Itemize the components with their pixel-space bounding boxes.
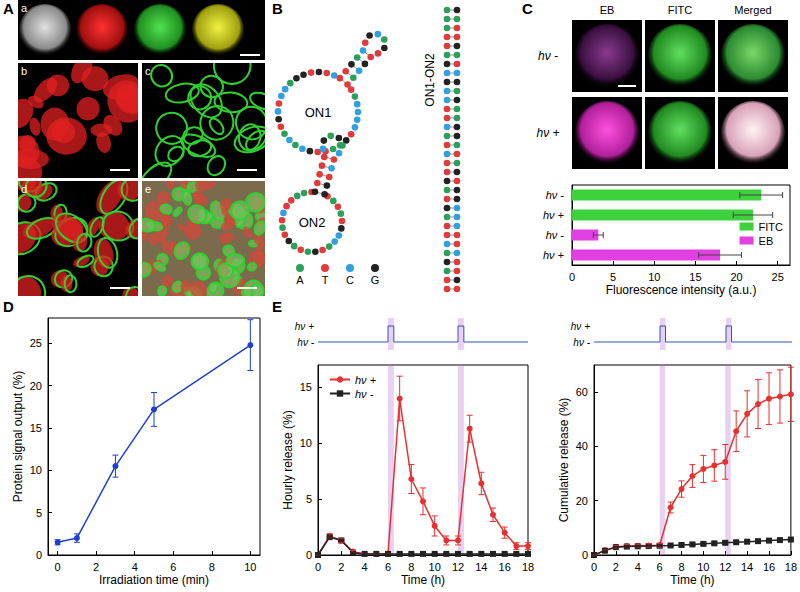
svg-text:18: 18 bbox=[522, 561, 534, 573]
svg-text:FITC: FITC bbox=[668, 4, 692, 16]
svg-text:Time (h): Time (h) bbox=[401, 573, 445, 587]
svg-text:6: 6 bbox=[170, 561, 176, 573]
svg-text:10: 10 bbox=[244, 561, 256, 573]
svg-text:12: 12 bbox=[719, 561, 731, 573]
svg-text:hν -: hν - bbox=[546, 229, 565, 241]
svg-text:Time (h): Time (h) bbox=[670, 573, 714, 587]
svg-text:FITC: FITC bbox=[759, 221, 783, 233]
svg-text:hν +: hν + bbox=[543, 209, 565, 221]
svg-text:Merged: Merged bbox=[734, 4, 771, 16]
svg-text:A: A bbox=[296, 274, 304, 286]
svg-text:ON1-ON2: ON1-ON2 bbox=[423, 53, 437, 107]
svg-text:2: 2 bbox=[93, 561, 99, 573]
svg-text:a: a bbox=[21, 2, 28, 14]
svg-text:6: 6 bbox=[385, 561, 391, 573]
svg-text:5: 5 bbox=[306, 493, 312, 505]
svg-text:C: C bbox=[522, 0, 533, 17]
svg-text:16: 16 bbox=[499, 561, 511, 573]
svg-text:18: 18 bbox=[785, 561, 797, 573]
svg-text:16: 16 bbox=[763, 561, 775, 573]
svg-text:2: 2 bbox=[613, 561, 619, 573]
svg-text:20: 20 bbox=[30, 380, 42, 392]
svg-text:15: 15 bbox=[689, 271, 701, 283]
svg-text:d: d bbox=[21, 183, 27, 195]
svg-text:4: 4 bbox=[635, 561, 641, 573]
svg-text:B: B bbox=[272, 0, 283, 17]
svg-text:EB: EB bbox=[600, 4, 615, 16]
svg-text:14: 14 bbox=[741, 561, 753, 573]
svg-text:10: 10 bbox=[697, 561, 709, 573]
svg-text:8: 8 bbox=[209, 561, 215, 573]
svg-text:12: 12 bbox=[452, 561, 464, 573]
svg-text:hν -: hν - bbox=[297, 337, 314, 348]
svg-text:15: 15 bbox=[300, 381, 312, 393]
svg-text:25: 25 bbox=[772, 271, 784, 283]
svg-text:15: 15 bbox=[30, 422, 42, 434]
svg-text:e: e bbox=[145, 183, 151, 195]
svg-text:5: 5 bbox=[36, 507, 42, 519]
svg-text:8: 8 bbox=[408, 561, 414, 573]
svg-text:6: 6 bbox=[657, 561, 663, 573]
svg-text:c: c bbox=[145, 65, 151, 77]
svg-text:0: 0 bbox=[569, 271, 575, 283]
svg-text:20: 20 bbox=[730, 271, 742, 283]
svg-text:10: 10 bbox=[30, 464, 42, 476]
svg-text:0: 0 bbox=[582, 549, 588, 561]
svg-text:EB: EB bbox=[759, 235, 774, 247]
svg-text:T: T bbox=[322, 274, 329, 286]
svg-text:hν -: hν - bbox=[538, 49, 558, 63]
svg-text:4: 4 bbox=[362, 561, 368, 573]
svg-text:0: 0 bbox=[306, 549, 312, 561]
svg-text:hν +: hν + bbox=[571, 321, 590, 332]
svg-text:b: b bbox=[21, 65, 27, 77]
svg-text:20: 20 bbox=[576, 495, 588, 507]
svg-text:10: 10 bbox=[648, 271, 660, 283]
svg-text:14: 14 bbox=[475, 561, 487, 573]
svg-text:C: C bbox=[346, 274, 354, 286]
svg-text:5: 5 bbox=[610, 271, 616, 283]
svg-text:Protein signal output (%): Protein signal output (%) bbox=[11, 371, 25, 502]
svg-text:2: 2 bbox=[338, 561, 344, 573]
svg-text:0: 0 bbox=[55, 561, 61, 573]
svg-text:hν -: hν - bbox=[573, 337, 590, 348]
svg-text:hν -: hν - bbox=[546, 189, 565, 201]
svg-text:10: 10 bbox=[429, 561, 441, 573]
svg-text:25: 25 bbox=[30, 337, 42, 349]
svg-text:ON1: ON1 bbox=[305, 105, 332, 120]
svg-text:0: 0 bbox=[315, 561, 321, 573]
svg-text:40: 40 bbox=[576, 440, 588, 452]
svg-text:4: 4 bbox=[132, 561, 138, 573]
svg-text:hν +: hν + bbox=[543, 249, 565, 261]
svg-text:0: 0 bbox=[36, 549, 42, 561]
svg-text:ON2: ON2 bbox=[299, 215, 326, 230]
svg-text:Cumulative release (%): Cumulative release (%) bbox=[557, 398, 571, 523]
svg-text:A: A bbox=[3, 0, 14, 17]
svg-text:8: 8 bbox=[678, 561, 684, 573]
svg-text:60: 60 bbox=[576, 386, 588, 398]
svg-text:hν -: hν - bbox=[355, 388, 374, 400]
svg-text:Irradiation time (min): Irradiation time (min) bbox=[99, 573, 209, 587]
svg-text:Hourly release (%): Hourly release (%) bbox=[281, 410, 295, 509]
svg-text:D: D bbox=[3, 298, 14, 315]
svg-text:0: 0 bbox=[591, 561, 597, 573]
svg-text:hν +: hν + bbox=[536, 126, 559, 140]
svg-text:hν +: hν + bbox=[355, 374, 377, 386]
svg-text:hν +: hν + bbox=[295, 321, 314, 332]
svg-text:G: G bbox=[371, 274, 380, 286]
svg-text:Fluorescence intensity (a.u.): Fluorescence intensity (a.u.) bbox=[606, 283, 757, 297]
svg-text:E: E bbox=[272, 298, 282, 315]
svg-text:10: 10 bbox=[300, 437, 312, 449]
